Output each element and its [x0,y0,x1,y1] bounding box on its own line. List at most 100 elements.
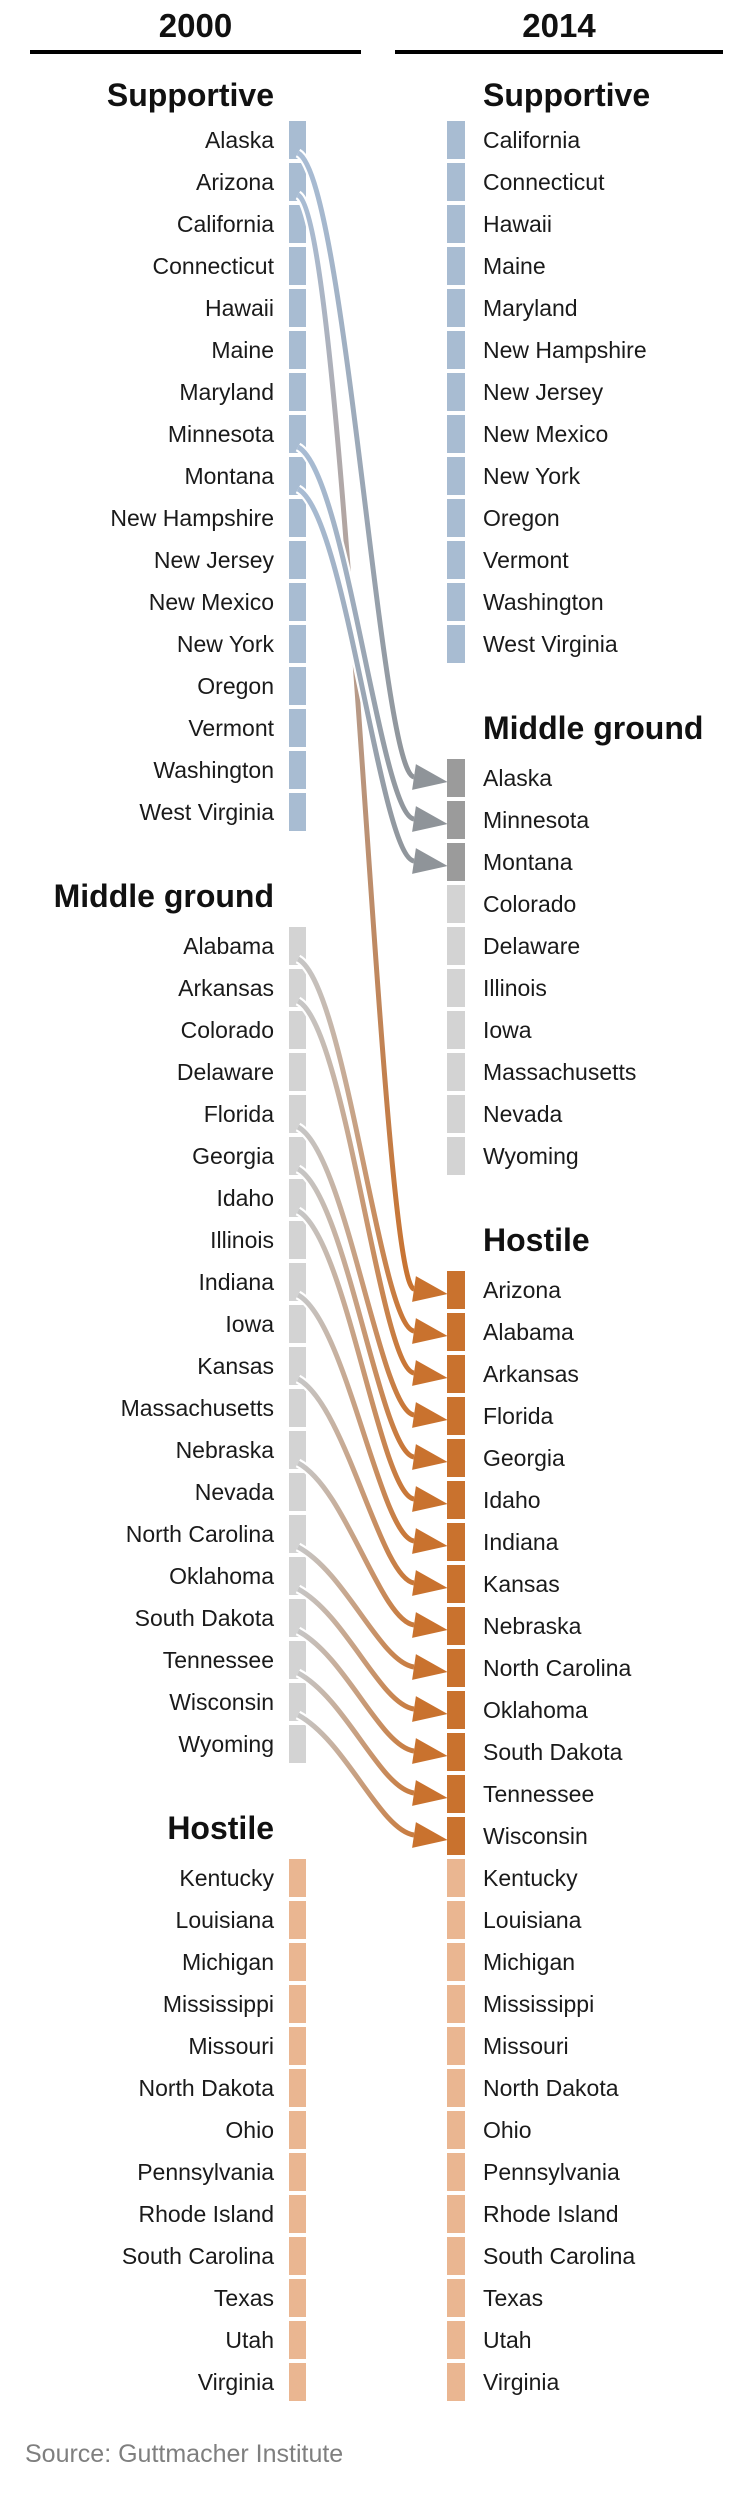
flow-arrow [296,1376,448,1596]
state-bar [447,373,465,411]
state-bar [447,247,465,285]
state-bar [289,1725,306,1763]
state-bar [289,1641,306,1679]
state-bar [447,541,465,579]
state-bar [289,1305,306,1343]
state-bar [289,1095,306,1133]
flow-arrow [296,1292,448,1554]
state-bar [447,1733,465,1771]
state-bar [447,2279,465,2317]
state-bar [289,1943,306,1981]
state-bar [289,793,306,831]
state-bar [289,1683,306,1721]
state-bar [289,1599,306,1637]
state-bar [289,969,306,1007]
state-bar [289,2027,306,2065]
state-bar [447,1053,465,1091]
state-bar [447,1691,465,1729]
flow-arrows-group [294,148,448,1848]
state-bar [447,415,465,453]
flow-arrow [296,998,448,1386]
state-bar [289,709,306,747]
state-bar [289,1053,306,1091]
state-bar [447,1817,465,1855]
state-bar [447,759,465,797]
state-bar [447,1565,465,1603]
state-bar [447,1095,465,1133]
state-bar [289,1263,306,1301]
state-bar [289,373,306,411]
state-bar [447,1313,465,1351]
flow-arrow-casing [295,484,417,866]
column-rule-right [395,50,723,54]
state-bar [447,1397,465,1435]
column-header-2014: 2014 [522,7,596,44]
flow-arrow [296,192,448,1302]
state-bar [289,2237,306,2275]
state-bar [447,1011,465,1049]
state-bar [289,289,306,327]
flow-arrow [296,1208,448,1512]
state-bar [289,1347,306,1385]
state-bar [289,1557,306,1595]
state-bar [447,1943,465,1981]
state-bar [289,121,306,159]
column-header-2000: 2000 [158,7,233,44]
state-bar [447,927,465,965]
flow-arrow [296,1628,448,1764]
source-note: Source: Guttmacher Institute [25,2440,344,2468]
state-bar [447,801,465,839]
state-bar [447,885,465,923]
state-bar [289,667,306,705]
state-bar [447,2195,465,2233]
state-bar [289,625,306,663]
flow-arrow [296,1712,448,1848]
state-bar [447,1271,465,1309]
state-bar [447,1481,465,1519]
state-bar [447,2363,465,2401]
state-bar [289,205,306,243]
state-bar [289,1901,306,1939]
state-bar [447,289,465,327]
state-bar [289,1011,306,1049]
state-bar [289,247,306,285]
state-bar [447,499,465,537]
state-bar [447,2153,465,2191]
state-bar [447,2069,465,2107]
flow-arrow [296,150,448,790]
state-bar [289,541,306,579]
state-bar [289,927,306,965]
flow-arrow [296,1124,448,1428]
state-bar [447,969,465,1007]
state-bar [447,625,465,663]
state-bar [289,1137,306,1175]
state-bar [289,1859,306,1897]
state-bar [289,583,306,621]
state-bar [447,2111,465,2149]
flow-arrow [296,1670,448,1806]
state-bar [447,2027,465,2065]
flow-arrow [296,444,448,832]
state-bar [289,415,306,453]
state-bar [447,1859,465,1897]
state-bar [447,2321,465,2359]
state-bar [289,2321,306,2359]
state-bar [447,331,465,369]
state-bar [289,331,306,369]
state-bar [447,583,465,621]
flow-arrow [296,1166,448,1470]
state-bar [447,1607,465,1645]
state-bar [289,1389,306,1427]
state-bar [289,2363,306,2401]
state-bar [447,163,465,201]
state-bar [289,751,306,789]
state-bar [289,2195,306,2233]
column-rule-left [30,50,361,54]
state-bar [447,1901,465,1939]
flow-arrow [296,956,448,1344]
flow-arrow [296,486,448,874]
state-bar [289,2153,306,2191]
